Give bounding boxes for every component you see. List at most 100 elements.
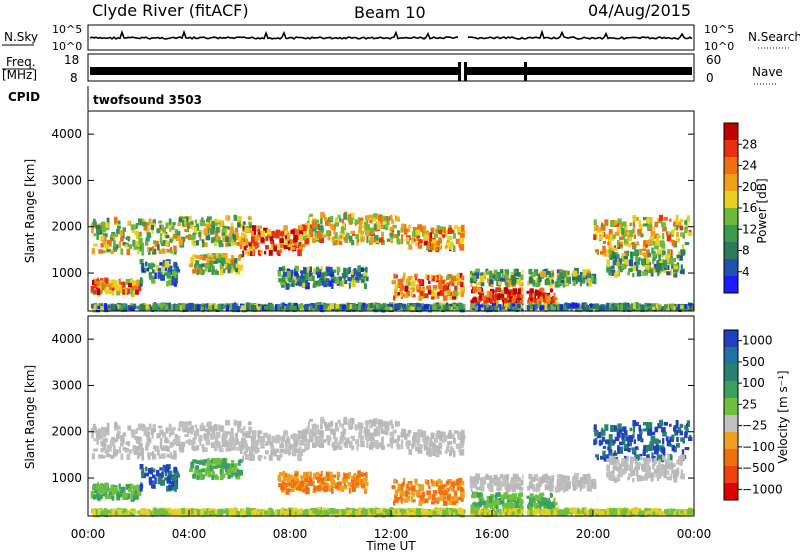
velocity-cell (325, 424, 330, 431)
power-cell (401, 306, 404, 312)
power-cell (594, 225, 599, 232)
power-cell (614, 220, 617, 226)
velocity-cell (222, 432, 227, 438)
power-cell (232, 234, 236, 240)
velocity-cell (96, 439, 99, 445)
power-cell (225, 242, 228, 247)
power-cell (517, 288, 521, 294)
velocity-cell (215, 462, 219, 467)
power-cell (632, 228, 635, 234)
velocity-cell (405, 488, 408, 492)
power-cell (421, 225, 427, 233)
velocity-cell (232, 439, 236, 445)
velocity-cell (135, 428, 138, 434)
power-cell (158, 249, 163, 254)
power-cell (548, 295, 551, 302)
velocity-cell (301, 431, 305, 438)
velocity-cell (643, 428, 648, 432)
power-cell (116, 288, 121, 296)
velocity-cell (237, 427, 241, 433)
velocity-cell (627, 442, 630, 447)
power-cell (96, 305, 100, 309)
velocity-cell (551, 501, 554, 505)
power-cell (504, 303, 507, 309)
power-cell (495, 274, 499, 280)
power-cell (432, 241, 436, 246)
velocity-cell (178, 422, 184, 428)
velocity-cell (294, 476, 298, 482)
velocity-cell (90, 428, 94, 432)
velocity-cell (231, 472, 234, 477)
power-cell (161, 224, 164, 230)
velocity-cell (200, 425, 206, 432)
velocity-cell (546, 475, 551, 481)
power-cell (251, 235, 256, 242)
power-cell (529, 304, 532, 310)
velocity-cell (494, 482, 497, 486)
power-cell (489, 292, 493, 299)
power-cell (446, 239, 450, 244)
velocity-cell (307, 480, 313, 485)
power-cell (531, 304, 535, 311)
power-cell (499, 269, 504, 274)
power-cell (169, 271, 173, 275)
power-cell (654, 221, 659, 228)
velocity-cell (541, 476, 546, 483)
velocity-cell (652, 446, 656, 451)
velocity-cell (369, 441, 374, 449)
power-cell (666, 303, 670, 311)
velocity-cell (278, 472, 284, 476)
velocity-cell (194, 424, 198, 429)
power-cell (102, 305, 106, 311)
power-cell (217, 221, 221, 225)
velocity-cell (181, 424, 185, 432)
power-cell (312, 237, 316, 243)
power-cell (349, 235, 353, 242)
power-cell (493, 269, 498, 276)
power-cell (227, 263, 232, 270)
power-cell (608, 271, 613, 276)
velocity-cell (314, 485, 319, 490)
velocity-cell (453, 450, 456, 458)
velocity-cell (250, 436, 254, 442)
power-cell (306, 234, 310, 241)
power-cell (305, 266, 310, 273)
velocity-cell (549, 478, 554, 483)
power-cell (320, 265, 323, 272)
velocity-cell (217, 464, 222, 469)
velocity-cell (215, 431, 220, 438)
power-cell (114, 306, 118, 311)
velocity-cell (593, 424, 597, 430)
velocity-cell (299, 435, 303, 439)
power-cell (232, 303, 236, 310)
velocity-cell (612, 452, 618, 456)
velocity-cell (225, 468, 229, 475)
velocity-cell (442, 439, 446, 443)
nsky-trace (89, 29, 693, 40)
power-cell (431, 296, 435, 300)
power-cell (319, 237, 325, 243)
velocity-cell (219, 469, 223, 475)
velocity-cell (291, 451, 296, 455)
velocity-cell (337, 419, 341, 424)
power-cell (165, 234, 170, 239)
velocity-cell (461, 429, 465, 437)
power-cell (365, 266, 368, 274)
power-cell (133, 280, 137, 286)
power-cell (359, 230, 363, 238)
power-cell (551, 299, 556, 303)
velocity-cell (349, 440, 353, 447)
velocity-cell (610, 470, 615, 475)
velocity-cell (347, 472, 352, 478)
velocity-cell (424, 498, 429, 504)
velocity-cell (538, 481, 542, 487)
power-cell (518, 287, 523, 292)
power-cell (204, 262, 209, 269)
power-cell (338, 306, 342, 312)
velocity-cell (652, 462, 656, 466)
power-cell (424, 293, 429, 299)
velocity-cell (223, 473, 226, 479)
power-cell (109, 283, 114, 287)
velocity-cell (114, 421, 118, 429)
velocity-cell (410, 495, 414, 502)
